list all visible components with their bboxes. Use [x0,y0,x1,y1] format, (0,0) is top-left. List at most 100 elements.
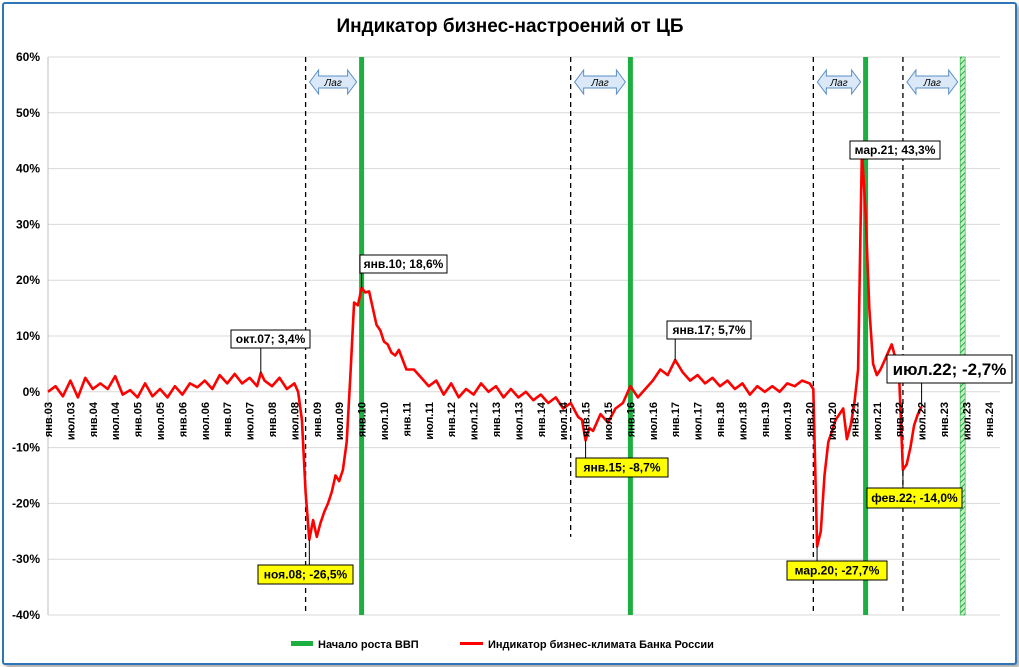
x-tick-label: июл.06 [200,402,212,440]
lag-label: Лаг [923,78,941,89]
x-tick-label: янв.24 [984,401,996,437]
y-tick-label: 60% [16,50,40,64]
gdp-growth-start-line-forecast [959,56,966,616]
legend-label-gdp-growth: Начало роста ВВП [318,639,419,651]
gdp-growth-start-line [359,57,365,615]
y-tick-label: 10% [16,329,40,343]
annotation-box [230,329,311,349]
annotation-янв.10: янв.10; 18,6% [359,254,448,289]
annotation-label: мар.21; 43,3% [855,143,936,157]
x-tick-label: янв.06 [177,402,189,437]
annotation-label: мар.20; -27,7% [795,564,880,578]
x-tick-label: июл.15 [603,402,615,440]
x-tick-label: июл.09 [334,402,346,440]
y-axis-tick-labels: 60% 50% 40% 30% 20% 10% 0% -10% -20% -30% -40% [12,50,40,622]
x-tick-label: июл.20 [827,402,839,440]
x-tick-label: июл.18 [737,402,749,440]
x-tick-label: июл.23 [961,402,973,440]
x-tick-label: июл.03 [65,402,77,440]
annotation-label: янв.10; 18,6% [364,257,444,271]
y-tick-label: 50% [16,106,40,120]
y-tick-label: 0% [23,385,41,399]
annotation-label: ноя.08; -26,5% [264,568,348,582]
annotation-мар.20: мар.20; -27,7% [786,546,888,581]
lag-arrow [308,68,358,96]
x-tick-label: янв.05 [133,402,145,437]
x-tick-label: янв.20 [805,402,817,437]
lag-label: Лаг [590,78,608,89]
y-tick-label: 40% [16,162,40,176]
annotation-box [786,560,888,581]
annotation-box [359,254,448,274]
x-tick-label: янв.22 [894,402,906,437]
lag-label: Лаг [829,78,847,89]
x-tick-label: янв.08 [267,402,279,437]
x-tick-label: июл.16 [648,402,660,440]
x-tick-label: июл.17 [693,402,705,440]
x-tick-label: янв.23 [939,402,951,437]
x-tick-label: янв.13 [491,402,503,437]
y-tick-label: 20% [16,273,40,287]
x-tick-label: янв.04 [88,401,100,437]
y-tick-label: -20% [12,496,40,510]
lag-label: Лаг [323,78,341,89]
series-lines [47,148,923,548]
series-line-business-climate [47,148,923,548]
annotation-box [575,457,669,478]
y-tick-label: -30% [12,552,40,566]
x-tick-label: янв.10 [357,402,369,437]
x-tick-label: июл.11 [424,402,436,440]
annotation-мар.21: мар.21; 43,3% [849,140,941,160]
gdp-growth-start-line [627,57,633,615]
x-tick-label: янв.16 [625,402,637,437]
legend: Начало роста ВВП Индикатор бизнес-климат… [291,639,714,651]
gdp-growth-start-line [863,57,869,615]
x-tick-label: янв.18 [715,402,727,437]
annotation-box [886,354,1013,384]
x-tick-label: янв.03 [43,402,55,437]
lag-arrow [906,68,959,96]
x-tick-label: янв.17 [670,402,682,437]
x-tick-label: июл.19 [782,402,794,440]
x-tick-label: янв.19 [760,402,772,437]
lag-arrows: Лаг Лаг Лаг Лаг [308,68,959,96]
annotation-box [666,320,752,340]
x-tick-label: июл.12 [469,402,481,440]
data-annotations: окт.07; 3,4% ноя.08; -26,5% янв.10; 18,6% я… [230,140,1013,585]
x-tick-label: июл.05 [155,402,167,440]
lag-arrow [574,68,627,96]
annotation-янв.15: янв.15; -8,7% [575,440,669,478]
x-tick-label: янв.09 [312,402,324,437]
x-axis-tick-labels: янв.03 июл.03 янв.04 июл.04 янв.05 июл.05 янв.… [43,401,996,440]
annotation-label: фев.22; -14,0% [871,491,958,505]
x-tick-label: июл.22 [917,402,929,440]
x-tick-label: янв.12 [446,402,458,437]
x-tick-label: июл.14 [558,401,570,440]
annotation-янв.17: янв.17; 5,7% [666,320,752,360]
x-tick-label: июл.10 [379,402,391,440]
annotation-box [257,564,354,585]
annotation-box [866,487,963,509]
annotation-label: окт.07; 3,4% [236,332,306,346]
x-tick-label: июл.08 [289,402,301,440]
annotation-label: янв.15; -8,7% [584,461,661,475]
legend-swatch-gdp-growth [291,641,313,646]
x-tick-label: июл.21 [872,402,884,440]
x-tick-label: июл.04 [110,401,122,440]
y-tick-label: 30% [16,217,40,231]
annotation-июл.22: июл.22; -2,7% [886,354,1013,407]
annotation-box [849,140,941,160]
annotation-окт.07: окт.07; 3,4% [230,329,311,373]
x-tick-label: янв.21 [849,402,861,437]
lag-arrow [816,68,862,96]
x-tick-label: янв.14 [536,401,548,437]
x-tick-label: янв.15 [581,402,593,437]
legend-label-business-climate: Индикатор бизнес-климата Банка России [488,639,714,651]
annotation-label: июл.22; -2,7% [893,360,1007,379]
annotation-ноя.08: ноя.08; -26,5% [257,539,354,585]
chart-title: Индикатор бизнес-настроений от ЦБ [336,16,683,37]
annotation-label: янв.17; 5,7% [673,323,746,337]
x-tick-label: янв.07 [222,402,234,437]
y-tick-label: -10% [12,441,40,455]
